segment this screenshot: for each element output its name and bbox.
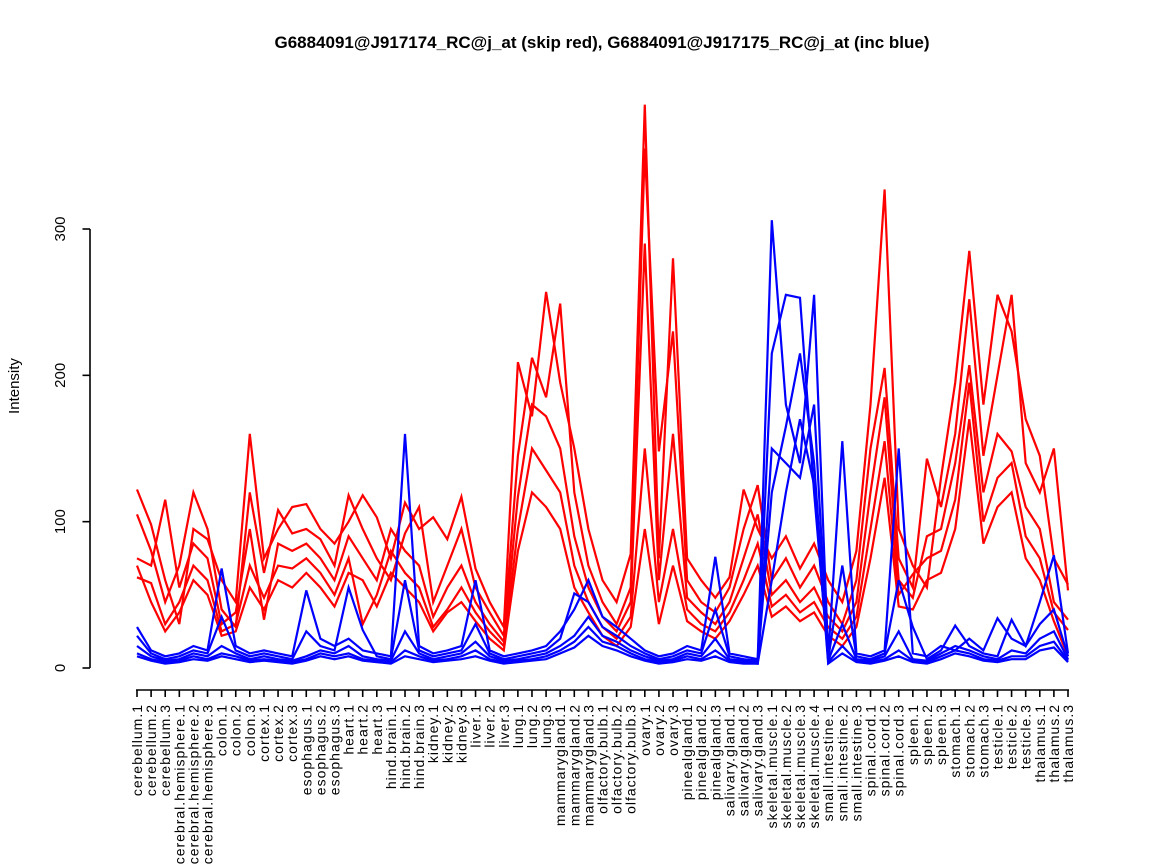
- x-tick-label: mammarygland.2: [566, 704, 582, 826]
- x-tick-label: mammarygland.1: [552, 704, 568, 826]
- x-tick-label: colon.3: [242, 704, 258, 756]
- x-tick-label: esophagus.2: [312, 704, 328, 795]
- x-tick-label: kidney.1: [425, 704, 441, 763]
- x-tick-label: colon.2: [228, 704, 244, 756]
- series-line: [136, 293, 1070, 662]
- y-axis-title: Intensity: [6, 358, 23, 414]
- x-tick-label: ovary.1: [637, 704, 653, 756]
- x-tick-label: mammarygland.3: [580, 704, 596, 826]
- x-tick-label: thalamus.2: [1046, 704, 1062, 782]
- x-tick-label: spinal.cord.2: [877, 704, 893, 796]
- x-tick-label: skeletal.muscle.3: [792, 704, 808, 828]
- x-tick-label: stomach.2: [961, 704, 977, 778]
- x-tick-label: spleen.1: [905, 704, 921, 765]
- y-tick-label: 200: [52, 363, 69, 388]
- x-tick-label: heart.1: [341, 704, 357, 755]
- x-tick-label: salivary.gland.3: [750, 704, 766, 816]
- x-tick-label: lung.2: [524, 704, 540, 748]
- series-line: [136, 418, 1069, 666]
- x-tick-label: cortex.2: [270, 704, 286, 762]
- x-tick-label: spleen.2: [919, 704, 935, 765]
- x-tick-label: testicle.1: [989, 704, 1005, 769]
- series-line: [136, 220, 1070, 661]
- y-axis: 0 100 200 300: [52, 216, 91, 672]
- y-tick-label: 300: [52, 216, 69, 241]
- x-tick-label: thalamus.1: [1032, 704, 1048, 782]
- x-tick-label: salivary.gland.1: [721, 704, 737, 816]
- series-line: [136, 404, 1069, 665]
- x-tick-label: thalamus.3: [1060, 704, 1076, 782]
- x-tick-label: small.intestine.2: [834, 704, 850, 821]
- x-tick-label: kidney.2: [439, 704, 455, 763]
- skip-series-lines: [135, 104, 1070, 657]
- x-tick-label: heart.3: [369, 704, 385, 755]
- x-tick-label: cerebellum.3: [157, 704, 173, 796]
- x-tick-label: esophagus.1: [298, 704, 314, 795]
- y-tick-label: 0: [52, 664, 69, 672]
- x-tick-label: cortex.3: [284, 704, 300, 762]
- x-tick-label: liver.1: [468, 704, 484, 748]
- x-tick-label: small.intestine.1: [820, 704, 836, 821]
- x-tick-label: pinealgland.1: [679, 704, 695, 800]
- series-line: [136, 353, 1069, 664]
- x-tick-label: hind.brain.1: [383, 704, 399, 789]
- series-line: [135, 148, 1070, 640]
- series-line: [135, 419, 1070, 657]
- x-tick-label: pinealgland.2: [693, 704, 709, 800]
- series-line: [135, 104, 1069, 631]
- x-tick-label: lung.1: [510, 704, 526, 748]
- x-tick-label: hind.brain.3: [411, 704, 427, 789]
- x-tick-label: esophagus.3: [326, 704, 342, 795]
- chart-title: G6884091@J917174_RC@j_at (skip red), G68…: [274, 33, 930, 52]
- x-tick-label: spinal.cord.1: [863, 704, 879, 796]
- x-tick-label: salivary.gland.2: [736, 704, 752, 816]
- x-tick-label: stomach.1: [947, 704, 963, 778]
- x-tick-label: testicle.3: [1018, 704, 1034, 769]
- x-tick-label: lung.3: [538, 704, 554, 748]
- x-tick-label: pinealgland.3: [707, 704, 723, 800]
- x-tick-label: testicle.2: [1004, 704, 1020, 769]
- x-tick-label: cerebellum.1: [129, 704, 145, 796]
- x-tick-label: small.intestine.3: [848, 704, 864, 821]
- x-tick-label: heart.2: [355, 704, 371, 755]
- x-tick-label: kidney.3: [453, 704, 469, 763]
- x-tick-label: olfactory.bulb.3: [623, 704, 639, 814]
- x-tick-label: cerebral.hemisphere.3: [200, 704, 216, 864]
- x-tick-label: ovary.3: [665, 704, 681, 756]
- x-tick-label: liver.3: [496, 704, 512, 748]
- x-tick-label: skeletal.muscle.2: [778, 704, 794, 828]
- x-tick-label: hind.brain.2: [397, 704, 413, 789]
- x-tick-label: spleen.3: [933, 704, 949, 765]
- x-tick-label: skeletal.muscle.1: [764, 704, 780, 828]
- x-tick-label: cortex.1: [256, 704, 272, 762]
- x-axis: cerebellum.1cerebellum.2cerebellum.3cere…: [129, 689, 1076, 864]
- x-tick-label: cerebral.hemisphere.2: [185, 704, 201, 864]
- x-tick-label: stomach.3: [975, 704, 991, 778]
- x-tick-label: liver.2: [482, 704, 498, 748]
- inc-series-lines: [136, 220, 1070, 666]
- x-tick-label: cerebral.hemisphere.1: [171, 704, 187, 864]
- x-tick-label: spinal.cord.3: [891, 704, 907, 796]
- x-tick-label: ovary.2: [651, 704, 667, 756]
- x-tick-label: olfactory.bulb.2: [609, 704, 625, 814]
- x-tick-label: cerebellum.2: [143, 704, 159, 796]
- x-tick-label: olfactory.bulb.1: [595, 704, 611, 814]
- y-tick-label: 100: [52, 509, 69, 534]
- x-tick-label: colon.1: [214, 704, 230, 756]
- x-tick-label: skeletal.muscle.4: [806, 704, 822, 828]
